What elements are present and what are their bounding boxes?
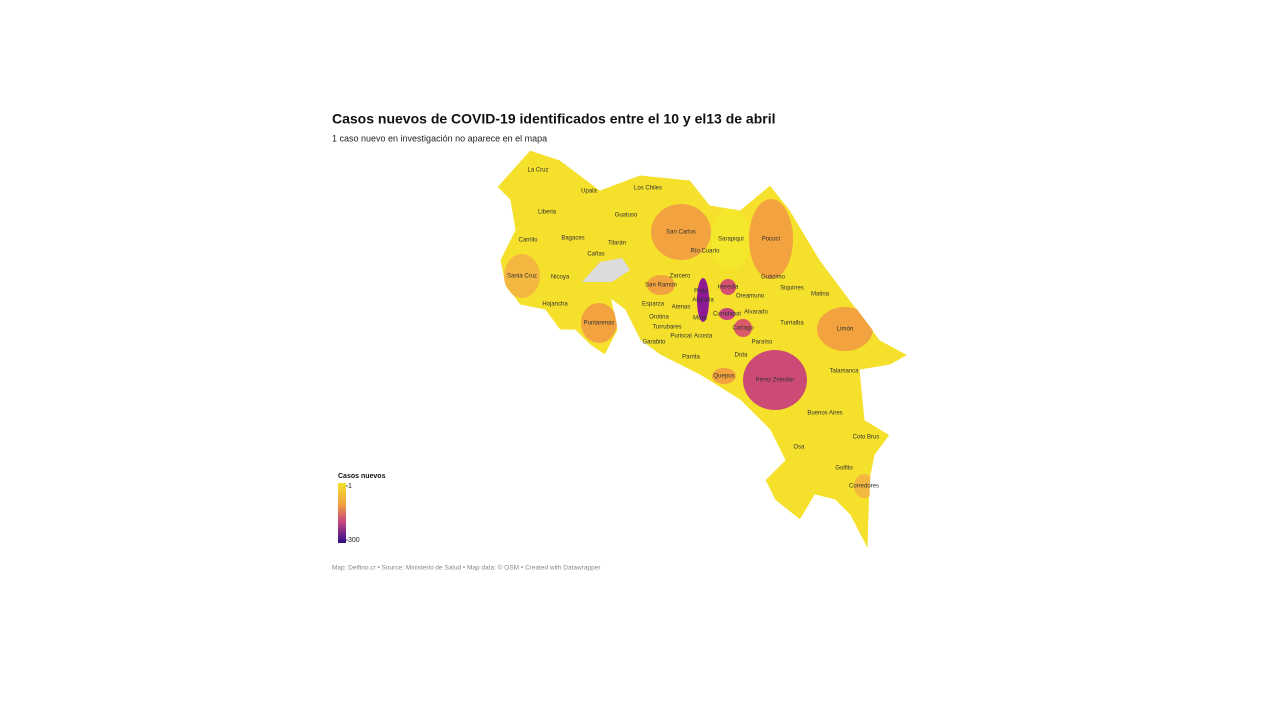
region-label: San Carlos <box>666 230 696 236</box>
region-label: Tilarán <box>608 241 626 247</box>
region-label: Oreamuno <box>736 294 765 300</box>
region-area <box>817 307 873 351</box>
region-label: Santa Cruz <box>507 274 537 280</box>
region-label: Golfito <box>835 466 853 472</box>
region-area <box>712 368 736 384</box>
region-label: Nicoya <box>551 275 570 281</box>
region-area <box>711 209 751 269</box>
region-label: Mora <box>693 316 707 322</box>
region-label: Turrialba <box>780 321 804 327</box>
region-label: Buenos Aires <box>807 411 842 417</box>
footer: Map: Delfino.cr • Source: Ministerio de … <box>332 564 601 572</box>
region-label: Alvarado <box>744 310 768 316</box>
legend-tick-label: 300 <box>348 537 360 544</box>
region-label: Talamanca <box>829 369 859 375</box>
region-label: Coto Brus <box>853 435 880 441</box>
region-label: Limón <box>837 327 853 333</box>
legend-tick-label: 1 <box>348 483 352 490</box>
region-area <box>651 204 711 260</box>
region-area <box>697 278 709 322</box>
region-label: Siquirres <box>780 286 804 292</box>
region-label: Upala <box>581 189 597 195</box>
region-label: Carrillo <box>518 238 538 244</box>
region-label: Garabito <box>642 340 666 346</box>
region-label: Hojancha <box>542 302 568 308</box>
region-label: Zarcero <box>670 274 691 280</box>
region-label: Puriscal <box>670 334 691 340</box>
region-label: Guatuso <box>615 213 638 219</box>
region-label: Quepos <box>713 374 734 380</box>
region-area <box>504 254 540 298</box>
region-label: Osa <box>793 445 805 451</box>
region-label: Pococí <box>762 237 781 243</box>
region-label: Liberia <box>538 210 557 216</box>
region-label: Cañas <box>587 252 604 258</box>
subtitle: 1 caso nuevo en investigación no aparece… <box>332 133 547 143</box>
region-label: Matina <box>811 292 830 298</box>
region-area <box>720 279 736 295</box>
region-label: Poás <box>694 289 708 295</box>
region-label: Orotina <box>649 315 669 321</box>
region-label: Parrita <box>682 355 700 361</box>
region-label: San Ramón <box>645 283 677 289</box>
region-label: Corredores <box>849 484 879 490</box>
region-label: Acosta <box>694 334 713 340</box>
country-outline <box>496 149 910 551</box>
title: Casos nuevos de COVID-19 identificados e… <box>332 111 776 127</box>
region-label: Atenas <box>672 305 691 311</box>
region-label: Alajuela <box>692 298 714 304</box>
region-area <box>734 319 752 337</box>
region-label: Pérez Zeledón <box>755 378 794 384</box>
region-label: Curridabat <box>713 312 741 318</box>
region-label: Turrubares <box>652 325 681 331</box>
legend-title: Casos nuevos <box>338 473 386 480</box>
region-label: La Cruz <box>527 168 548 174</box>
regions <box>504 199 874 498</box>
region-label: Cartago <box>732 326 754 332</box>
region-label: Puntarenas <box>584 321 615 327</box>
region-area <box>581 303 617 343</box>
lake-no-data <box>582 258 630 282</box>
region-area <box>854 474 874 498</box>
region-label: Bagaces <box>561 236 584 242</box>
region-area <box>647 275 675 295</box>
region-label: Río Cuarto <box>690 249 720 255</box>
region-label: Dota <box>735 353 748 359</box>
region-labels: La Cruz Upala Los Chiles Liberia Guatuso Carr… <box>507 168 879 490</box>
region-label: Esparza <box>642 302 665 308</box>
region-label: Guácimo <box>761 275 786 281</box>
region-label: Heredia <box>717 285 739 291</box>
legend-ticks: 1 300 <box>346 483 360 544</box>
legend-gradient <box>338 483 346 543</box>
region-label: Paraíso <box>752 340 773 346</box>
region-label: Sarapiquí <box>718 237 744 243</box>
region-area <box>719 308 735 320</box>
region-area <box>743 350 807 410</box>
region-area <box>749 199 793 279</box>
region-label: Los Chiles <box>634 186 662 192</box>
